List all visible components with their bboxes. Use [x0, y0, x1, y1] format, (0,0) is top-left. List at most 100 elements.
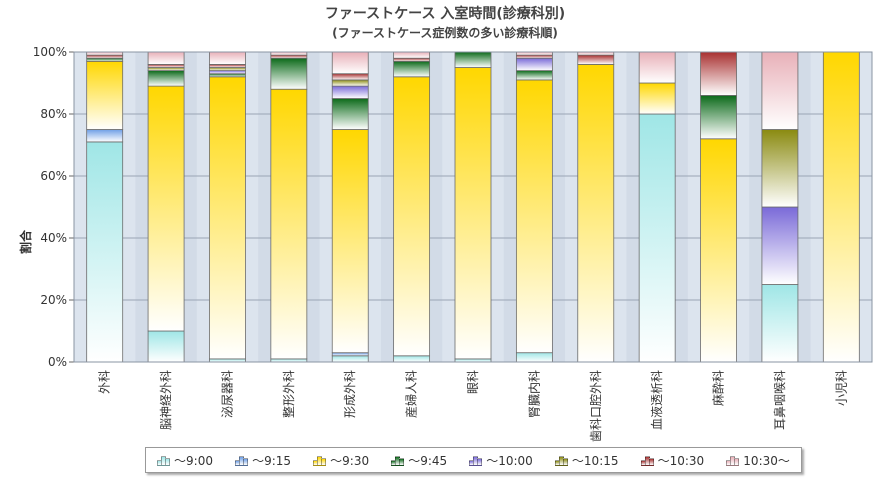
bar-segment: [761, 51, 799, 130]
bar-segment: [454, 67, 492, 360]
bar-segment: [761, 129, 799, 208]
bar-segment: [86, 141, 124, 363]
x-tick-label: 産婦人科: [404, 370, 419, 418]
bar-segment: [577, 54, 615, 65]
y-tick-label: 80%: [40, 107, 67, 121]
legend-item: 〜10:30: [640, 452, 705, 469]
bar-segment: [515, 79, 553, 354]
bar-segment: [638, 82, 676, 115]
legend-item: 〜10:15: [554, 452, 619, 469]
legend-label: 〜10:15: [571, 453, 619, 468]
bar-segment: [209, 67, 246, 71]
y-tick-label: 100%: [33, 45, 67, 59]
legend: 〜9:00 〜9:15 〜9:30 〜9:45 〜10:00 〜10:15 〜10:30 10…: [145, 447, 802, 473]
bar-segment: [331, 352, 369, 357]
legend-label: 〜10:00: [486, 453, 533, 468]
bar-segment: [147, 64, 185, 68]
bar-segment: [209, 70, 246, 75]
legend-label: 〜9:45: [408, 453, 448, 468]
legend-swatch: [640, 454, 654, 466]
legend-item: 〜9:45: [391, 452, 447, 469]
bar-segment: [147, 85, 185, 332]
bar-segment: [270, 54, 308, 59]
legend-swatch: [157, 454, 171, 466]
bar-segment: [86, 60, 124, 130]
legend-swatch: [313, 454, 327, 466]
bar-segment: [638, 51, 676, 84]
bar-segment: [393, 355, 431, 363]
legend-item: 〜10:00: [469, 452, 533, 469]
bar-segment: [515, 352, 553, 363]
legend-item: 〜9:30: [313, 452, 369, 469]
x-tick-label: 麻酔科: [711, 370, 726, 406]
bar-segment: [700, 138, 737, 363]
legend-swatch: [391, 454, 405, 466]
plot-border: [73, 51, 873, 363]
legend-swatch: [554, 454, 568, 466]
bar-segment: [331, 355, 369, 363]
bar-segment: [393, 51, 431, 59]
bar-segment: [86, 57, 124, 62]
x-tick-label: 耳鼻咽喉科: [772, 370, 787, 430]
legend-label: 〜9:00: [174, 453, 213, 468]
bar-segment: [331, 51, 369, 75]
bar-segment: [86, 129, 124, 143]
bar-segment: [209, 51, 246, 65]
bar-segment: [331, 79, 369, 87]
bar-segment: [86, 54, 124, 59]
bar-segment: [209, 76, 246, 360]
bar-segment: [209, 73, 246, 78]
bar-segment: [577, 64, 615, 363]
bar-segment: [822, 51, 860, 363]
bar-segment: [515, 54, 553, 59]
chart-title: ファーストケース 入室時間(診療科別): [324, 6, 566, 22]
x-tick-label: 小児科: [834, 370, 848, 406]
y-tick-label: 0%: [48, 355, 67, 369]
legend-swatch: [469, 454, 483, 466]
bar-segment: [147, 51, 185, 65]
legend-swatch: [235, 454, 249, 466]
bar-segment: [331, 98, 369, 130]
bar-segment: [393, 57, 431, 62]
bar-segment: [331, 129, 369, 354]
legend-label: 〜10:30: [657, 453, 705, 468]
bar-segment: [761, 206, 799, 285]
x-tick-label: 脳神経外科: [159, 370, 173, 430]
legend-label: 10:30〜: [743, 453, 790, 468]
x-tick-label: 外科: [98, 370, 112, 394]
stacked-bar-chart: 0% 20% 40% 60% 80% 100% 外科 脳神経外科 泌尿器科 整形外科 形成外科 産婦人…: [33, 45, 873, 442]
x-tick-label: 歯科口腔外科: [588, 370, 603, 442]
x-tick-label: 腎臓内科: [527, 370, 541, 418]
legend-label: 〜9:30: [330, 453, 370, 468]
y-tick-label: 20%: [40, 293, 67, 307]
bar-segment: [147, 67, 185, 71]
y-tick-label: 60%: [40, 169, 67, 183]
bar-segment: [393, 60, 431, 78]
bar-segment: [515, 57, 553, 72]
x-tick-label: 血液透析科: [649, 370, 664, 430]
bar-segment: [270, 88, 308, 360]
legend-item: 〜9:00: [157, 452, 213, 469]
legend-label: 〜9:15: [252, 453, 292, 468]
x-tick-label: 整形外科: [281, 370, 296, 418]
bar-segment: [761, 284, 799, 363]
bar-segment: [454, 51, 492, 68]
legend-item: 〜9:15: [235, 452, 291, 469]
x-tick-label: 形成外科: [343, 370, 357, 418]
legend-swatch: [726, 454, 740, 466]
bar-segment: [331, 85, 369, 99]
bar-segment: [270, 57, 308, 90]
legend-item: 10:30〜: [726, 452, 790, 469]
x-tick-label: 泌尿器科: [220, 370, 234, 418]
bar-segment: [393, 76, 431, 357]
bar-segment: [515, 70, 553, 81]
bar-segment: [700, 95, 737, 140]
bar-segment: [638, 113, 676, 363]
bar-segment: [147, 70, 185, 87]
bar-segment: [209, 64, 246, 68]
bar-segment: [147, 330, 185, 363]
chart-subtitle: (ファーストケース症例数の多い診療科順): [332, 26, 558, 40]
bar-segment: [700, 51, 737, 96]
x-tick-label: 眼科: [466, 370, 480, 394]
